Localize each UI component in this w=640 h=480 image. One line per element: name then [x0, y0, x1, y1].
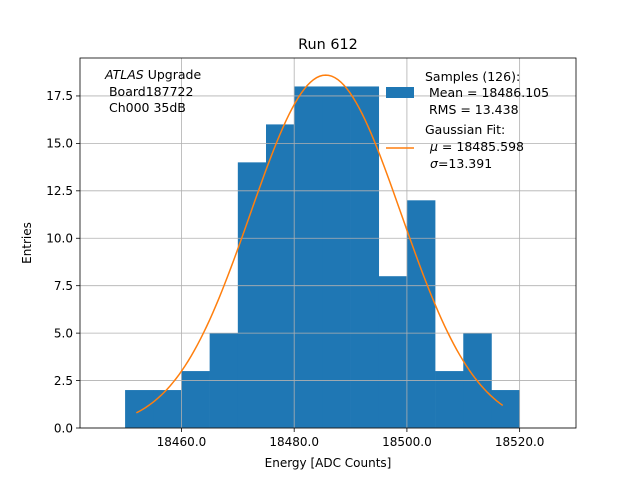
gaussian-fit-curve [136, 74, 504, 414]
legend-mu-label: μ = 18485.598 [429, 139, 524, 154]
x-tick-label: 18460.0 [157, 435, 207, 449]
y-tick-label: 15.0 [46, 137, 73, 151]
legend-rms-label: RMS = 13.438 [425, 102, 519, 117]
atlas-annotation: ATLAS Upgrade Board187722 Ch000 35dB [104, 67, 201, 115]
legend-fit-label: Gaussian Fit: [425, 122, 505, 137]
x-tick-label: 18500.0 [382, 435, 432, 449]
y-tick-label: 2.5 [54, 374, 73, 388]
histogram-bar [435, 371, 464, 428]
annotation-line-3: Ch000 35dB [105, 100, 186, 115]
legend-mu-value: = 18485.598 [438, 139, 524, 154]
legend-mean-label: Mean = 18486.105 [425, 85, 549, 100]
histogram-bar [237, 162, 267, 428]
y-axis-ticks: 0.0 2.5 5.0 7.5 10.0 12.5 15.0 17.5 [46, 89, 80, 435]
legend-samples-label: Samples (126): [425, 69, 520, 84]
histogram-bar [294, 86, 323, 428]
legend-mu-symbol: μ [429, 139, 438, 154]
annotation-upgrade: Upgrade [144, 67, 202, 82]
y-tick-label: 17.5 [46, 89, 73, 103]
legend-sigma-symbol: σ [430, 156, 439, 171]
annotation-line-1: ATLAS Upgrade [104, 67, 201, 82]
legend-sigma-value: =13.391 [438, 156, 492, 171]
y-axis-label: Entries [20, 222, 34, 264]
x-axis-ticks: 18460.0 18480.0 18500.0 18520.0 [157, 428, 545, 449]
x-tick-label: 18480.0 [269, 435, 319, 449]
chart-title: Run 612 [298, 37, 358, 53]
histogram-bar [181, 371, 210, 428]
annotation-atlas: ATLAS [104, 67, 144, 82]
x-tick-label: 18520.0 [495, 435, 545, 449]
histogram-bar [491, 390, 520, 428]
histogram-bar [322, 86, 351, 428]
legend-sigma-label: σ=13.391 [430, 156, 492, 171]
histogram-bar [266, 124, 295, 429]
y-tick-label: 10.0 [46, 232, 73, 246]
histogram-bar [125, 390, 154, 428]
histogram-bar [378, 276, 408, 428]
plot-frame [79, 57, 577, 429]
x-axis-label: Energy [ADC Counts] [265, 456, 392, 470]
histogram-bar [350, 86, 380, 428]
y-tick-label: 7.5 [54, 279, 73, 293]
annotation-line-2: Board187722 [105, 84, 193, 99]
histogram-bar [406, 200, 436, 428]
legend-samples-patch [386, 87, 414, 98]
legend: Samples (126): Mean = 18486.105 RMS = 13… [386, 69, 549, 171]
y-tick-label: 5.0 [54, 326, 73, 340]
histogram-bar [153, 390, 182, 428]
y-tick-label: 0.0 [54, 421, 73, 435]
y-tick-label: 12.5 [46, 184, 73, 198]
